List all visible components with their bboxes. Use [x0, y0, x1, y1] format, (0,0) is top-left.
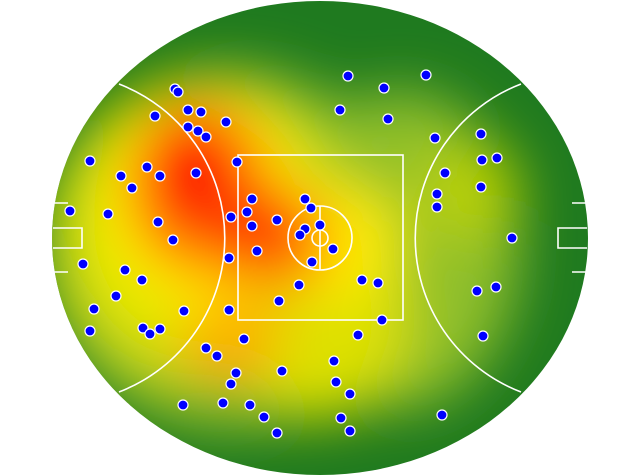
point — [152, 216, 164, 228]
point — [225, 378, 237, 390]
point — [506, 232, 518, 244]
point — [223, 304, 235, 316]
point — [119, 264, 131, 276]
point — [431, 201, 443, 213]
point — [344, 425, 356, 437]
point — [200, 131, 212, 143]
point — [177, 399, 189, 411]
point — [137, 322, 149, 334]
point — [126, 182, 138, 194]
point — [342, 70, 354, 82]
point — [306, 256, 318, 268]
field-lines — [53, 83, 587, 393]
point — [471, 285, 483, 297]
point — [225, 211, 237, 223]
point — [491, 152, 503, 164]
point — [335, 412, 347, 424]
point — [378, 82, 390, 94]
point — [475, 181, 487, 193]
point — [271, 214, 283, 226]
point — [182, 104, 194, 116]
point — [141, 161, 153, 173]
point — [328, 355, 340, 367]
point — [327, 243, 339, 255]
point — [293, 279, 305, 291]
point — [241, 206, 253, 218]
point — [352, 329, 364, 341]
point — [144, 328, 156, 340]
point — [372, 277, 384, 289]
point — [382, 113, 394, 125]
point — [77, 258, 89, 270]
point — [314, 219, 326, 231]
point — [299, 193, 311, 205]
point — [110, 290, 122, 302]
point — [376, 314, 388, 326]
point — [356, 274, 368, 286]
point — [476, 154, 488, 166]
point — [64, 205, 76, 217]
point — [330, 376, 342, 388]
point — [258, 411, 270, 423]
point — [230, 367, 242, 379]
point — [84, 325, 96, 337]
point — [246, 193, 258, 205]
point — [190, 167, 202, 179]
point — [439, 167, 451, 179]
points — [64, 69, 518, 439]
point — [88, 303, 100, 315]
point — [246, 220, 258, 232]
point — [294, 229, 306, 241]
point — [429, 132, 441, 144]
point — [305, 202, 317, 214]
point — [231, 156, 243, 168]
point — [344, 388, 356, 400]
point — [136, 274, 148, 286]
point — [200, 342, 212, 354]
point — [477, 330, 489, 342]
point — [154, 170, 166, 182]
point — [149, 110, 161, 122]
point — [102, 208, 114, 220]
point — [115, 170, 127, 182]
point — [223, 252, 235, 264]
point — [431, 188, 443, 200]
point — [195, 106, 207, 118]
point — [182, 121, 194, 133]
point — [334, 104, 346, 116]
point — [251, 245, 263, 257]
point — [273, 295, 285, 307]
point — [238, 333, 250, 345]
point — [276, 365, 288, 377]
point — [475, 128, 487, 140]
point — [172, 86, 184, 98]
point — [211, 350, 223, 362]
point — [84, 155, 96, 167]
point — [220, 116, 232, 128]
point — [244, 399, 256, 411]
point — [420, 69, 432, 81]
point — [217, 397, 229, 409]
point — [178, 305, 190, 317]
point — [490, 281, 502, 293]
point — [271, 427, 283, 439]
point — [154, 323, 166, 335]
point — [192, 125, 204, 137]
point — [436, 409, 448, 421]
point — [167, 234, 179, 246]
